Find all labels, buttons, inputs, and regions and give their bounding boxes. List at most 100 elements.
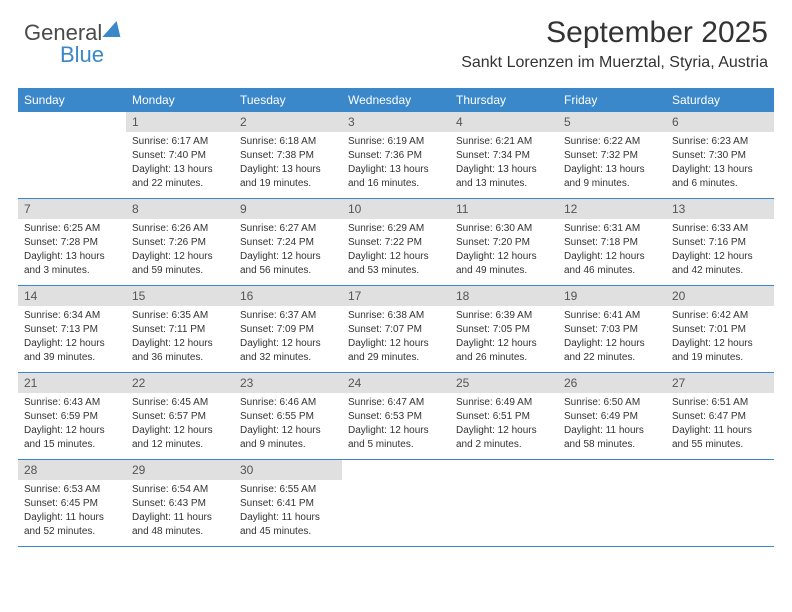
sunset-text: Sunset: 7:13 PM	[24, 323, 120, 337]
sunrise-text: Sunrise: 6:30 AM	[456, 222, 552, 236]
sunset-text: Sunset: 7:30 PM	[672, 149, 768, 163]
date-number: 20	[666, 286, 774, 306]
weeks-container: 1Sunrise: 6:17 AMSunset: 7:40 PMDaylight…	[18, 112, 774, 547]
cell-details: Sunrise: 6:51 AMSunset: 6:47 PMDaylight:…	[666, 393, 774, 456]
sunset-text: Sunset: 7:09 PM	[240, 323, 336, 337]
cell-details: Sunrise: 6:18 AMSunset: 7:38 PMDaylight:…	[234, 132, 342, 195]
sunrise-text: Sunrise: 6:19 AM	[348, 135, 444, 149]
cell-details: Sunrise: 6:35 AMSunset: 7:11 PMDaylight:…	[126, 306, 234, 369]
date-number: 23	[234, 373, 342, 393]
sunset-text: Sunset: 6:49 PM	[564, 410, 660, 424]
cell-details: Sunrise: 6:25 AMSunset: 7:28 PMDaylight:…	[18, 219, 126, 282]
sunset-text: Sunset: 6:51 PM	[456, 410, 552, 424]
daylight-text: Daylight: 11 hours and 52 minutes.	[24, 511, 120, 539]
calendar-cell: 19Sunrise: 6:41 AMSunset: 7:03 PMDayligh…	[558, 286, 666, 372]
date-number: 18	[450, 286, 558, 306]
sunset-text: Sunset: 7:05 PM	[456, 323, 552, 337]
cell-details: Sunrise: 6:43 AMSunset: 6:59 PMDaylight:…	[18, 393, 126, 456]
date-number: 16	[234, 286, 342, 306]
week-row: 21Sunrise: 6:43 AMSunset: 6:59 PMDayligh…	[18, 373, 774, 460]
calendar-cell: 24Sunrise: 6:47 AMSunset: 6:53 PMDayligh…	[342, 373, 450, 459]
calendar-cell: 4Sunrise: 6:21 AMSunset: 7:34 PMDaylight…	[450, 112, 558, 198]
cell-details: Sunrise: 6:34 AMSunset: 7:13 PMDaylight:…	[18, 306, 126, 369]
daylight-text: Daylight: 12 hours and 56 minutes.	[240, 250, 336, 278]
cell-details: Sunrise: 6:27 AMSunset: 7:24 PMDaylight:…	[234, 219, 342, 282]
sunrise-text: Sunrise: 6:47 AM	[348, 396, 444, 410]
sunset-text: Sunset: 7:28 PM	[24, 236, 120, 250]
brand-word2-wrap: Blue	[60, 42, 104, 68]
sunset-text: Sunset: 7:40 PM	[132, 149, 228, 163]
date-number: 24	[342, 373, 450, 393]
date-number: 30	[234, 460, 342, 480]
cell-details: Sunrise: 6:42 AMSunset: 7:01 PMDaylight:…	[666, 306, 774, 369]
sunset-text: Sunset: 6:55 PM	[240, 410, 336, 424]
cell-details: Sunrise: 6:26 AMSunset: 7:26 PMDaylight:…	[126, 219, 234, 282]
daylight-text: Daylight: 12 hours and 53 minutes.	[348, 250, 444, 278]
sunrise-text: Sunrise: 6:37 AM	[240, 309, 336, 323]
empty-cell	[450, 460, 558, 480]
sunrise-text: Sunrise: 6:18 AM	[240, 135, 336, 149]
calendar-cell	[18, 112, 126, 198]
daylight-text: Daylight: 12 hours and 19 minutes.	[672, 337, 768, 365]
calendar-cell: 2Sunrise: 6:18 AMSunset: 7:38 PMDaylight…	[234, 112, 342, 198]
date-number: 13	[666, 199, 774, 219]
cell-details: Sunrise: 6:31 AMSunset: 7:18 PMDaylight:…	[558, 219, 666, 282]
calendar-cell: 20Sunrise: 6:42 AMSunset: 7:01 PMDayligh…	[666, 286, 774, 372]
daylight-text: Daylight: 12 hours and 26 minutes.	[456, 337, 552, 365]
cell-details: Sunrise: 6:23 AMSunset: 7:30 PMDaylight:…	[666, 132, 774, 195]
sunset-text: Sunset: 6:59 PM	[24, 410, 120, 424]
date-number: 28	[18, 460, 126, 480]
daylight-text: Daylight: 12 hours and 59 minutes.	[132, 250, 228, 278]
date-number: 2	[234, 112, 342, 132]
calendar-cell: 23Sunrise: 6:46 AMSunset: 6:55 PMDayligh…	[234, 373, 342, 459]
day-header: Monday	[126, 88, 234, 112]
calendar-cell: 17Sunrise: 6:38 AMSunset: 7:07 PMDayligh…	[342, 286, 450, 372]
sunrise-text: Sunrise: 6:21 AM	[456, 135, 552, 149]
calendar-cell: 30Sunrise: 6:55 AMSunset: 6:41 PMDayligh…	[234, 460, 342, 546]
sunset-text: Sunset: 7:38 PM	[240, 149, 336, 163]
date-number: 6	[666, 112, 774, 132]
date-number: 7	[18, 199, 126, 219]
sunset-text: Sunset: 7:18 PM	[564, 236, 660, 250]
cell-details: Sunrise: 6:37 AMSunset: 7:09 PMDaylight:…	[234, 306, 342, 369]
sunset-text: Sunset: 6:43 PM	[132, 497, 228, 511]
date-number: 17	[342, 286, 450, 306]
sunset-text: Sunset: 7:22 PM	[348, 236, 444, 250]
date-number: 22	[126, 373, 234, 393]
day-header: Tuesday	[234, 88, 342, 112]
sunset-text: Sunset: 7:16 PM	[672, 236, 768, 250]
cell-details: Sunrise: 6:22 AMSunset: 7:32 PMDaylight:…	[558, 132, 666, 195]
cell-details: Sunrise: 6:33 AMSunset: 7:16 PMDaylight:…	[666, 219, 774, 282]
sunrise-text: Sunrise: 6:43 AM	[24, 396, 120, 410]
sunrise-text: Sunrise: 6:31 AM	[564, 222, 660, 236]
empty-cell	[558, 460, 666, 480]
calendar-cell: 18Sunrise: 6:39 AMSunset: 7:05 PMDayligh…	[450, 286, 558, 372]
date-number: 10	[342, 199, 450, 219]
calendar-cell: 11Sunrise: 6:30 AMSunset: 7:20 PMDayligh…	[450, 199, 558, 285]
sunrise-text: Sunrise: 6:53 AM	[24, 483, 120, 497]
sunrise-text: Sunrise: 6:41 AM	[564, 309, 660, 323]
sunrise-text: Sunrise: 6:29 AM	[348, 222, 444, 236]
daylight-text: Daylight: 12 hours and 29 minutes.	[348, 337, 444, 365]
cell-details: Sunrise: 6:53 AMSunset: 6:45 PMDaylight:…	[18, 480, 126, 543]
brand-word2: Blue	[60, 42, 104, 67]
cell-details: Sunrise: 6:38 AMSunset: 7:07 PMDaylight:…	[342, 306, 450, 369]
calendar-cell: 14Sunrise: 6:34 AMSunset: 7:13 PMDayligh…	[18, 286, 126, 372]
sunrise-text: Sunrise: 6:27 AM	[240, 222, 336, 236]
date-number: 9	[234, 199, 342, 219]
calendar-cell: 5Sunrise: 6:22 AMSunset: 7:32 PMDaylight…	[558, 112, 666, 198]
cell-details: Sunrise: 6:30 AMSunset: 7:20 PMDaylight:…	[450, 219, 558, 282]
calendar-cell: 1Sunrise: 6:17 AMSunset: 7:40 PMDaylight…	[126, 112, 234, 198]
date-number: 1	[126, 112, 234, 132]
calendar-cell: 15Sunrise: 6:35 AMSunset: 7:11 PMDayligh…	[126, 286, 234, 372]
sunrise-text: Sunrise: 6:55 AM	[240, 483, 336, 497]
daylight-text: Daylight: 12 hours and 9 minutes.	[240, 424, 336, 452]
daylight-text: Daylight: 13 hours and 9 minutes.	[564, 163, 660, 191]
calendar-cell	[450, 460, 558, 546]
date-number: 11	[450, 199, 558, 219]
brand-triangle-icon	[103, 21, 126, 37]
day-header: Friday	[558, 88, 666, 112]
cell-details: Sunrise: 6:45 AMSunset: 6:57 PMDaylight:…	[126, 393, 234, 456]
sunset-text: Sunset: 7:07 PM	[348, 323, 444, 337]
sunrise-text: Sunrise: 6:54 AM	[132, 483, 228, 497]
